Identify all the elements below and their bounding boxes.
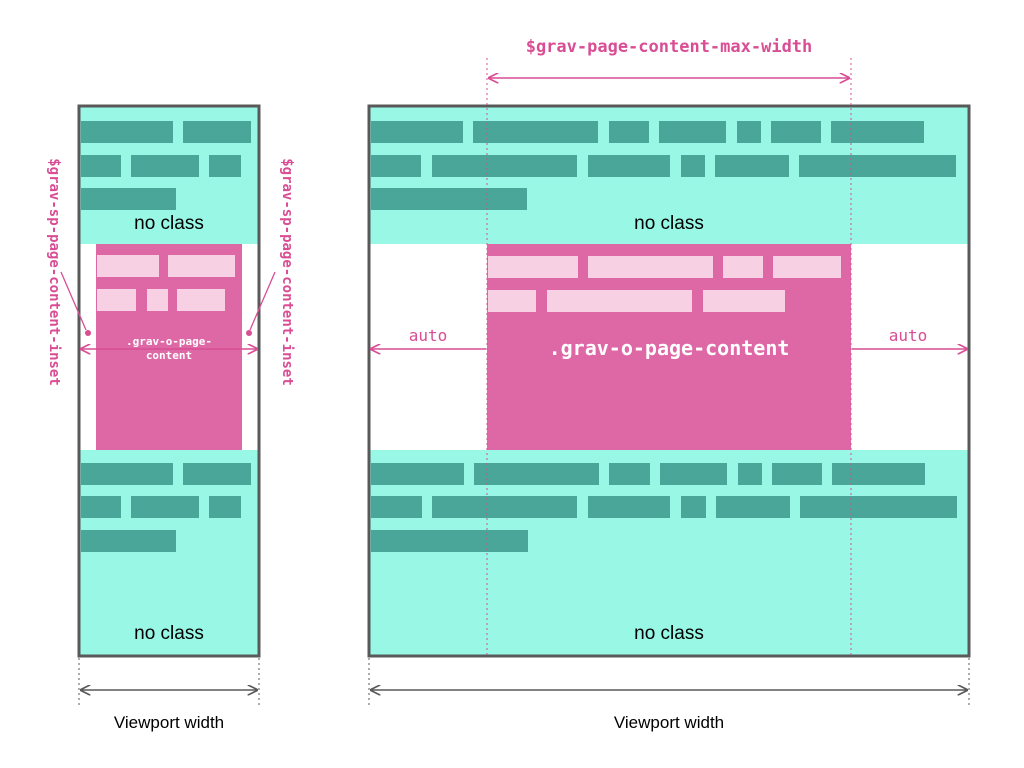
narrow-bottom-section-label: no class (134, 623, 204, 644)
wide-viewport-frame (367, 104, 971, 658)
narrow-content-label-line2: content (146, 349, 192, 362)
narrow-viewport-frame (77, 104, 261, 658)
narrow-content-label-line1: .grav-o-page- (126, 335, 212, 348)
narrow-width-label: Viewport width (114, 713, 224, 732)
narrow-left-inset-leader (60, 271, 87, 331)
narrow-content-text-blocks (97, 255, 235, 311)
wide-content-text-blocks (488, 256, 841, 312)
wide-content-label: .grav-o-page-content (549, 336, 790, 360)
narrow-top-text-blocks (81, 121, 251, 210)
narrow-bottom-text-blocks (81, 463, 251, 552)
narrow-left-inset-label: $grav-sp-page-content-inset (46, 158, 62, 386)
narrow-right-inset-dot (246, 330, 252, 336)
wide-left-margin-label: auto (409, 326, 448, 345)
narrow-right-inset-label: $grav-sp-page-content-inset (279, 158, 295, 386)
wide-max-width-label: $grav-page-content-max-width (526, 37, 813, 57)
wide-bottom-text-blocks (371, 463, 957, 552)
wide-bottom-section-label: no class (634, 623, 704, 644)
narrow-top-section-label: no class (134, 213, 204, 234)
wide-top-text-blocks (371, 121, 956, 210)
narrow-viewport: no class .grav-o-page- content no class … (46, 104, 295, 732)
wide-width-label: Viewport width (614, 713, 724, 732)
wide-right-margin-label: auto (889, 326, 928, 345)
wide-top-section-label: no class (634, 213, 704, 234)
wide-page-content (487, 244, 851, 450)
narrow-right-inset-leader (249, 271, 276, 331)
narrow-left-inset-dot (85, 330, 91, 336)
wide-viewport: no class .grav-o-page-content no class $… (367, 37, 971, 732)
